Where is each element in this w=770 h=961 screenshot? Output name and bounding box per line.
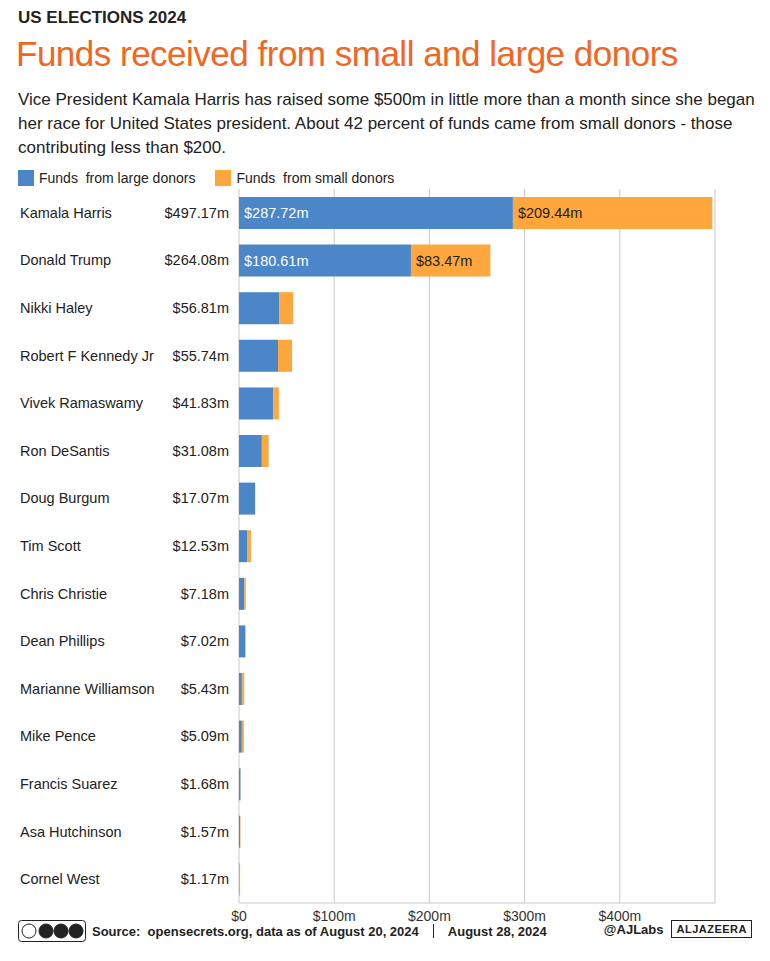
svg-text:$180.61m: $180.61m xyxy=(244,253,309,269)
svg-text:Asa Hutchinson: Asa Hutchinson xyxy=(20,824,122,840)
svg-text:Mike Pence: Mike Pence xyxy=(20,728,96,744)
html-text:August 28, 2024: August 28, 2024 xyxy=(447,923,547,939)
svg-text:Robert F Kennedy Jr: Robert F Kennedy Jr xyxy=(20,348,154,364)
svg-text:$12.53m: $12.53m xyxy=(173,538,229,554)
svg-text:$17.07m: $17.07m xyxy=(173,490,229,506)
svg-text:Marianne Williamson: Marianne Williamson xyxy=(20,681,155,697)
html-text:Source: opensecrets.org, data: Source: opensecrets.org, data as of Augu… xyxy=(92,923,419,939)
svg-text:$300m: $300m xyxy=(503,908,546,924)
html-text:Funds received from small and: Funds received from small and large dono… xyxy=(16,34,678,73)
svg-text:$7.02m: $7.02m xyxy=(181,633,229,649)
svg-text:$497.17m: $497.17m xyxy=(165,205,230,221)
svg-text:$264.08m: $264.08m xyxy=(165,252,230,268)
svg-text:$1.17m: $1.17m xyxy=(181,871,229,887)
svg-text:Tim Scott: Tim Scott xyxy=(20,538,81,554)
svg-text:$1.68m: $1.68m xyxy=(181,776,229,792)
svg-text:$209.44m: $209.44m xyxy=(518,205,583,221)
html-text:@AJLabs: @AJLabs xyxy=(603,921,664,937)
svg-text:Chris Christie: Chris Christie xyxy=(20,586,107,602)
html-text:Funds from large donors: Funds from large donors xyxy=(39,170,196,186)
svg-text:Nikki Haley: Nikki Haley xyxy=(20,300,93,316)
svg-text:$83.47m: $83.47m xyxy=(416,253,472,269)
svg-text:Donald Trump: Donald Trump xyxy=(20,252,111,268)
svg-text:$41.83m: $41.83m xyxy=(173,395,229,411)
svg-text:$55.74m: $55.74m xyxy=(173,348,229,364)
svg-text:$1.57m: $1.57m xyxy=(181,824,229,840)
svg-text:$200m: $200m xyxy=(408,908,451,924)
svg-text:Doug Burgum: Doug Burgum xyxy=(20,490,109,506)
svg-text:$287.72m: $287.72m xyxy=(244,205,309,221)
svg-text:Cornel West: Cornel West xyxy=(20,871,100,887)
svg-text:$100m: $100m xyxy=(313,908,356,924)
html-text:Funds from small donors: Funds from small donors xyxy=(236,170,395,186)
svg-text:Vivek Ramaswamy: Vivek Ramaswamy xyxy=(20,395,144,411)
svg-text:$7.18m: $7.18m xyxy=(181,586,229,602)
svg-text:Francis Suarez: Francis Suarez xyxy=(20,776,118,792)
svg-text:$5.43m: $5.43m xyxy=(181,681,229,697)
svg-text:$0: $0 xyxy=(231,908,247,924)
html-text:Vice President Kamala Harris h: Vice President Kamala Harris has raised … xyxy=(18,90,755,157)
html-text:US ELECTIONS 2024: US ELECTIONS 2024 xyxy=(18,8,187,27)
svg-text:Dean Phillips: Dean Phillips xyxy=(20,633,105,649)
svg-text:$5.09m: $5.09m xyxy=(181,728,229,744)
svg-text:$31.08m: $31.08m xyxy=(173,443,229,459)
svg-text:$56.81m: $56.81m xyxy=(173,300,229,316)
svg-text:$400m: $400m xyxy=(598,907,642,924)
html-text:ALJAZEERA: ALJAZEERA xyxy=(676,923,747,935)
svg-text:Kamala Harris: Kamala Harris xyxy=(20,205,112,221)
svg-text:Ron DeSantis: Ron DeSantis xyxy=(20,443,109,459)
